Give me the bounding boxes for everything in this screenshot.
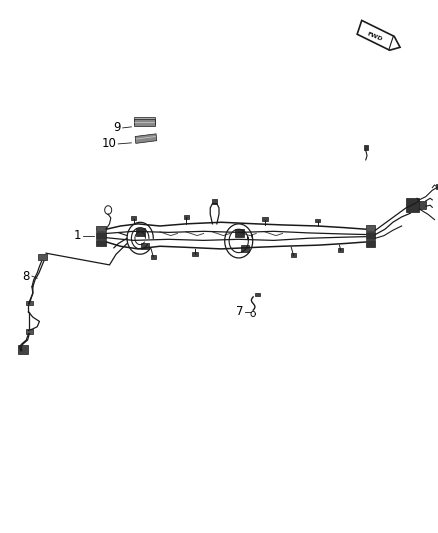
Polygon shape bbox=[134, 119, 155, 126]
Polygon shape bbox=[366, 240, 375, 247]
Polygon shape bbox=[366, 232, 375, 239]
Polygon shape bbox=[26, 329, 33, 334]
Text: 9: 9 bbox=[113, 122, 120, 134]
Polygon shape bbox=[315, 219, 320, 222]
Polygon shape bbox=[136, 228, 145, 236]
Polygon shape bbox=[151, 255, 156, 259]
Polygon shape bbox=[235, 229, 244, 237]
Polygon shape bbox=[38, 254, 47, 260]
Polygon shape bbox=[241, 245, 249, 252]
Polygon shape bbox=[366, 225, 375, 231]
Polygon shape bbox=[262, 217, 268, 221]
Polygon shape bbox=[212, 199, 217, 204]
Polygon shape bbox=[134, 117, 155, 124]
Polygon shape bbox=[96, 240, 106, 246]
Text: 7: 7 bbox=[236, 305, 243, 318]
Polygon shape bbox=[406, 198, 419, 212]
Polygon shape bbox=[135, 134, 157, 143]
Polygon shape bbox=[18, 345, 28, 354]
Polygon shape bbox=[338, 248, 343, 252]
Polygon shape bbox=[96, 232, 106, 239]
Polygon shape bbox=[364, 145, 368, 150]
Polygon shape bbox=[96, 226, 106, 231]
Polygon shape bbox=[26, 301, 33, 305]
Polygon shape bbox=[419, 201, 426, 209]
Text: FWD: FWD bbox=[366, 31, 383, 42]
Polygon shape bbox=[255, 293, 260, 296]
Polygon shape bbox=[436, 184, 438, 189]
Polygon shape bbox=[131, 216, 136, 220]
Text: 1: 1 bbox=[74, 229, 81, 242]
Polygon shape bbox=[192, 252, 198, 256]
Polygon shape bbox=[141, 243, 149, 249]
Text: 10: 10 bbox=[101, 138, 116, 150]
Polygon shape bbox=[291, 253, 296, 257]
Text: 8: 8 bbox=[22, 270, 30, 282]
Polygon shape bbox=[184, 215, 189, 219]
